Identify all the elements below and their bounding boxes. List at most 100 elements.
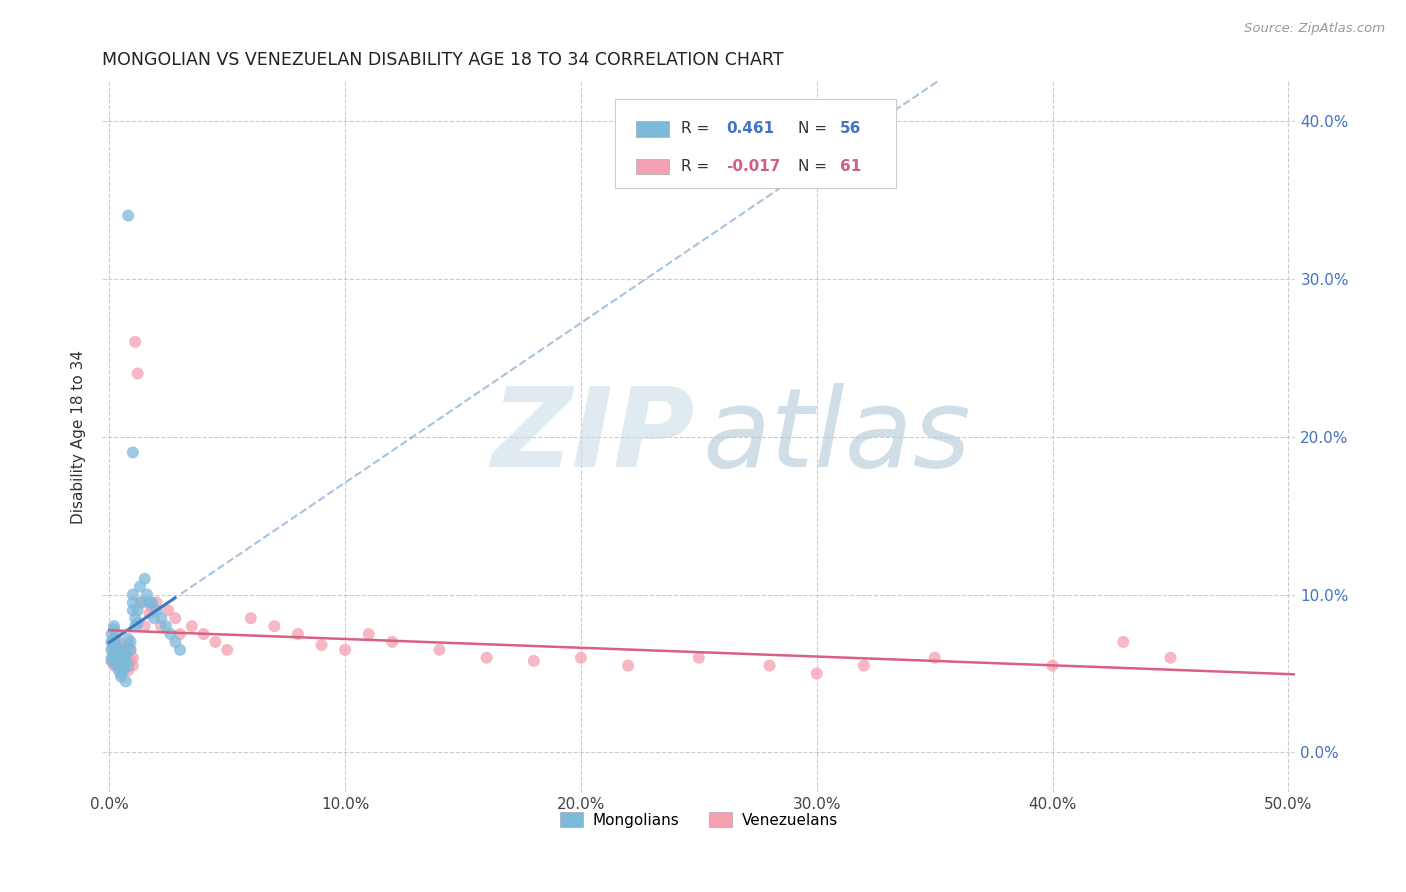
Point bbox=[165, 635, 187, 649]
Point bbox=[114, 654, 136, 668]
FancyBboxPatch shape bbox=[616, 99, 896, 188]
Point bbox=[120, 654, 142, 668]
Point bbox=[924, 650, 946, 665]
Point bbox=[103, 623, 125, 637]
Point bbox=[165, 611, 187, 625]
Point bbox=[112, 664, 135, 678]
Point bbox=[569, 650, 592, 665]
Point bbox=[120, 643, 142, 657]
Point bbox=[100, 643, 122, 657]
Point bbox=[239, 611, 262, 625]
Point bbox=[107, 635, 129, 649]
Point bbox=[263, 619, 285, 633]
Text: 56: 56 bbox=[839, 121, 860, 136]
Point bbox=[110, 654, 132, 668]
Bar bbox=[636, 159, 669, 174]
Point bbox=[105, 635, 128, 649]
Point bbox=[138, 607, 160, 621]
Point bbox=[100, 635, 122, 649]
Point bbox=[110, 670, 132, 684]
Point bbox=[150, 611, 173, 625]
Point bbox=[100, 654, 122, 668]
Point bbox=[311, 638, 333, 652]
Point bbox=[103, 648, 125, 662]
Point bbox=[120, 643, 142, 657]
Point bbox=[204, 635, 226, 649]
Point bbox=[333, 643, 356, 657]
Point bbox=[475, 650, 498, 665]
Text: 0.461: 0.461 bbox=[727, 121, 775, 136]
Point bbox=[100, 643, 122, 657]
Point bbox=[122, 595, 145, 609]
Point bbox=[138, 595, 160, 609]
Point bbox=[103, 658, 125, 673]
Point bbox=[141, 595, 163, 609]
Point bbox=[105, 627, 128, 641]
Point bbox=[110, 654, 132, 668]
Point bbox=[110, 643, 132, 657]
Point bbox=[114, 674, 136, 689]
Point bbox=[688, 650, 710, 665]
Point bbox=[117, 658, 139, 673]
Point bbox=[145, 603, 167, 617]
Point bbox=[131, 595, 153, 609]
Text: ZIP: ZIP bbox=[492, 384, 695, 490]
Point bbox=[117, 209, 139, 223]
Point bbox=[1159, 650, 1181, 665]
Point bbox=[122, 445, 145, 459]
Text: MONGOLIAN VS VENEZUELAN DISABILITY AGE 18 TO 34 CORRELATION CHART: MONGOLIAN VS VENEZUELAN DISABILITY AGE 1… bbox=[103, 51, 783, 69]
Point bbox=[103, 632, 125, 646]
Point bbox=[169, 643, 191, 657]
Point bbox=[107, 664, 129, 678]
Point bbox=[136, 588, 159, 602]
Point bbox=[110, 658, 132, 673]
Point bbox=[100, 635, 122, 649]
Text: Source: ZipAtlas.com: Source: ZipAtlas.com bbox=[1244, 22, 1385, 36]
Point bbox=[150, 619, 173, 633]
Point bbox=[117, 650, 139, 665]
Point bbox=[122, 650, 145, 665]
Text: atlas: atlas bbox=[703, 384, 972, 490]
Point bbox=[120, 635, 142, 649]
Point bbox=[105, 658, 128, 673]
Point bbox=[117, 664, 139, 678]
Point bbox=[129, 580, 152, 594]
Text: R =: R = bbox=[681, 121, 709, 136]
Point bbox=[852, 658, 875, 673]
Point bbox=[100, 654, 122, 668]
Point bbox=[112, 650, 135, 665]
Point bbox=[114, 643, 136, 657]
Point bbox=[105, 654, 128, 668]
Point bbox=[617, 658, 640, 673]
Point bbox=[806, 666, 828, 681]
Y-axis label: Disability Age 18 to 34: Disability Age 18 to 34 bbox=[72, 350, 86, 524]
Point bbox=[134, 572, 156, 586]
Point bbox=[287, 627, 309, 641]
Point bbox=[117, 638, 139, 652]
Point bbox=[159, 627, 181, 641]
Point bbox=[107, 643, 129, 657]
Point bbox=[124, 611, 146, 625]
Point bbox=[193, 627, 215, 641]
Text: -0.017: -0.017 bbox=[727, 159, 780, 174]
Point bbox=[122, 658, 145, 673]
Point bbox=[103, 638, 125, 652]
Point bbox=[107, 643, 129, 657]
Point bbox=[129, 595, 152, 609]
Point bbox=[429, 643, 451, 657]
Point bbox=[157, 603, 180, 617]
Point bbox=[117, 632, 139, 646]
Point bbox=[134, 619, 156, 633]
Point bbox=[1042, 658, 1064, 673]
Point bbox=[217, 643, 239, 657]
Point bbox=[105, 654, 128, 668]
Point bbox=[381, 635, 404, 649]
Point bbox=[107, 650, 129, 665]
Point bbox=[107, 658, 129, 673]
Point bbox=[127, 367, 149, 381]
Point bbox=[155, 619, 177, 633]
Point bbox=[122, 603, 145, 617]
Point bbox=[105, 650, 128, 665]
Text: N =: N = bbox=[797, 121, 827, 136]
Text: R =: R = bbox=[681, 159, 709, 174]
